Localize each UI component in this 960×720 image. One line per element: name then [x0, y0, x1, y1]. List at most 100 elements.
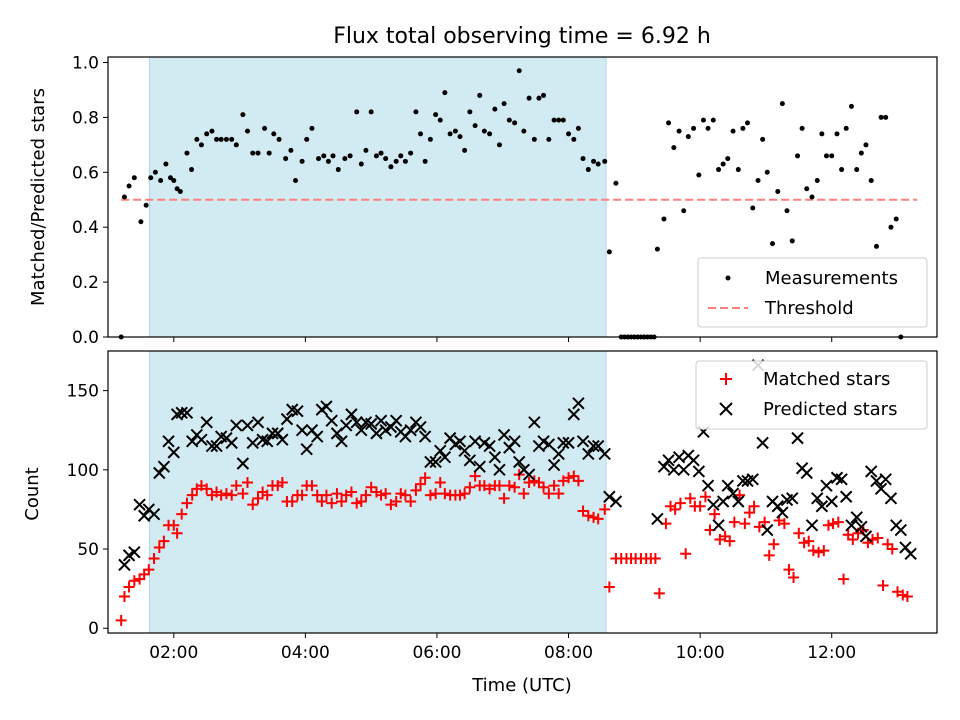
- matched-star-point: [582, 510, 594, 522]
- predicted-star-point: [820, 479, 833, 492]
- predicted-star-point: [557, 436, 570, 450]
- measurement-point: [492, 106, 498, 112]
- measurement-point: [814, 178, 820, 184]
- measurement-point: [585, 167, 591, 173]
- measurement-point: [233, 142, 239, 148]
- measurement-point: [299, 158, 305, 164]
- measurement-point: [481, 128, 487, 134]
- measurement-point: [839, 167, 845, 173]
- predicted-star-point: [438, 450, 452, 464]
- measurement-point: [541, 92, 547, 98]
- measurement-point: [725, 156, 731, 162]
- predicted-star-point: [335, 435, 348, 448]
- matched-star-point: [316, 496, 328, 508]
- x-tick-label: 10:00: [676, 643, 725, 663]
- matched-star-point: [399, 489, 411, 501]
- measurement-point: [223, 136, 229, 142]
- predicted-star-point: [855, 520, 868, 534]
- matched-star-point: [181, 497, 193, 509]
- predicted-star-point: [241, 419, 254, 432]
- matched-star-point: [793, 527, 805, 539]
- matched-star-point: [832, 516, 844, 528]
- measurement-point: [551, 117, 557, 123]
- measurement-point: [750, 205, 756, 211]
- predicted-star-point: [582, 447, 595, 461]
- matched-star-point: [728, 516, 740, 528]
- measurement-point: [700, 117, 706, 123]
- predicted-star-point: [522, 468, 536, 481]
- measurement-point: [477, 92, 483, 98]
- ratio-legend: Measurements Threshold: [697, 257, 928, 328]
- predicted-star-point: [434, 444, 447, 458]
- measurement-point: [330, 153, 336, 159]
- measurement-point: [654, 246, 660, 252]
- predicted-star-point: [133, 498, 146, 511]
- measurement-point: [321, 153, 327, 159]
- x-tick-label: 04:00: [281, 643, 330, 663]
- predicted-star-point: [200, 416, 213, 429]
- matched-star-point: [215, 489, 227, 501]
- matched-star-point: [599, 503, 611, 515]
- measurement-point: [789, 238, 795, 244]
- measurement-point: [152, 169, 158, 175]
- measurement-point: [143, 202, 149, 208]
- ratio-axes-frame: [107, 56, 938, 338]
- measurement-point: [809, 194, 815, 200]
- matched-star-point: [115, 614, 127, 626]
- measurement-point: [373, 153, 379, 159]
- predicted-star-point: [473, 460, 486, 473]
- predicted-star-point: [271, 427, 284, 440]
- measurement-point: [506, 117, 512, 123]
- measurement-point: [283, 156, 289, 162]
- predicted-star-point: [497, 428, 511, 442]
- measurement-point: [888, 224, 894, 230]
- measurement-point: [613, 180, 619, 186]
- predicted-star-point: [345, 408, 358, 421]
- measurement-point: [745, 120, 751, 126]
- predicted-star-point: [528, 416, 541, 429]
- measurement-point: [262, 125, 268, 131]
- matched-star-point: [684, 492, 696, 504]
- predicted-star-point: [325, 414, 338, 427]
- matched-star-point: [872, 532, 884, 544]
- measurement-point: [676, 128, 682, 134]
- y-tick-label: 50: [77, 540, 99, 560]
- matched-star-point: [171, 527, 183, 539]
- measurement-point: [354, 109, 360, 115]
- measurement-point: [770, 241, 776, 247]
- matched-star-point: [572, 475, 584, 487]
- matched-star-point: [563, 472, 575, 484]
- measurement-point: [531, 136, 537, 142]
- predicted-star-point: [771, 500, 784, 513]
- ratio-panel: 0.0 0.2 0.4 0.6 0.8 1.0 Matched/Predicted sta…: [28, 53, 938, 348]
- measurement-point: [602, 158, 608, 164]
- measurement-point: [198, 142, 204, 148]
- predicted-star-point: [418, 430, 432, 443]
- matched-star-point: [509, 481, 521, 493]
- matched-star-point: [699, 491, 711, 503]
- measurement-point: [591, 158, 597, 164]
- predicted-star-point: [904, 547, 917, 560]
- predicted-star-point: [311, 430, 324, 443]
- measurement-point: [288, 147, 294, 153]
- matched-star-point: [360, 489, 372, 501]
- predicted-star-point: [458, 444, 471, 458]
- matched-star-point: [168, 519, 180, 531]
- matched-star-point: [748, 500, 760, 512]
- matched-star-point: [148, 553, 160, 565]
- matched-star-point: [538, 481, 550, 493]
- matched-star-point: [724, 535, 736, 547]
- matched-star-point: [653, 587, 665, 599]
- measurement-point: [457, 134, 463, 140]
- predicted-star-point: [128, 545, 141, 559]
- matched-star-point: [237, 488, 249, 500]
- measurement-point: [250, 150, 256, 156]
- measurement-point: [347, 153, 353, 159]
- measurement-point: [163, 161, 169, 167]
- measurement-point: [496, 142, 502, 148]
- predicted-star-point: [355, 424, 368, 437]
- matched-star-point: [230, 480, 242, 492]
- predicted-star-point: [651, 512, 664, 526]
- predicted-star-point: [552, 447, 565, 461]
- measurement-point: [148, 175, 154, 181]
